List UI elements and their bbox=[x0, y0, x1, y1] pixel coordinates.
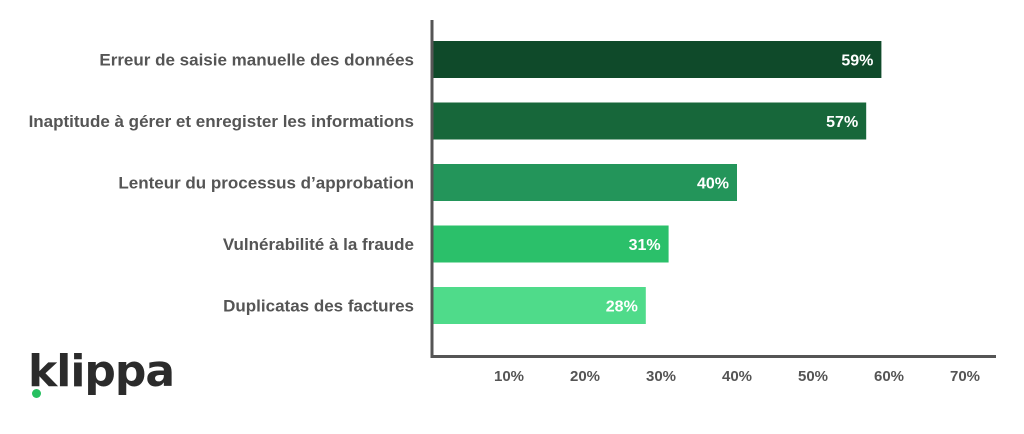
value-label-vulnerabilite-a-la-fraude: 31% bbox=[629, 237, 661, 254]
x-tick-label-30: 30% bbox=[646, 368, 676, 385]
bar-erreur-de-saisie-manuelle-des-donnees bbox=[433, 41, 882, 78]
x-tick-label-50: 50% bbox=[798, 368, 828, 385]
x-tick-label-10: 10% bbox=[494, 368, 524, 385]
value-label-erreur-de-saisie-manuelle-des-donnees: 59% bbox=[841, 53, 873, 70]
category-label-vulnerabilite-a-la-fraude: Vulnérabilité à la fraude bbox=[223, 235, 414, 254]
bar-inaptitude-a-gerer-et-enregister-les-informations bbox=[433, 102, 867, 140]
category-label-lenteur-du-processus-d-approbation: Lenteur du processus d’approbation bbox=[118, 174, 414, 193]
value-label-lenteur-du-processus-d-approbation: 40% bbox=[697, 176, 729, 193]
x-tick-labels-group: 10% 20% 30% 40% 50% 60% 70% bbox=[494, 368, 980, 385]
x-tick-label-70: 70% bbox=[950, 368, 980, 385]
category-labels-group: Erreur de saisie manuelle des données Ina… bbox=[29, 51, 414, 316]
brand-logo: klippa bbox=[28, 346, 175, 397]
category-label-duplicatas-des-factures: Duplicatas des factures bbox=[223, 297, 414, 316]
brand-logo-dot bbox=[32, 389, 41, 398]
bar-lenteur-du-processus-d-approbation bbox=[433, 164, 737, 201]
value-label-inaptitude-a-gerer-et-enregister-les-informations: 57% bbox=[826, 114, 858, 131]
category-label-inaptitude-a-gerer-et-enregister-les-informations: Inaptitude à gérer et enregister les inf… bbox=[29, 112, 414, 131]
value-label-duplicatas-des-factures: 28% bbox=[606, 299, 638, 316]
x-tick-label-60: 60% bbox=[874, 368, 904, 385]
value-labels-group: 59% 57% 40% 31% 28% bbox=[606, 53, 874, 316]
bar-duplicatas-des-factures bbox=[433, 287, 646, 324]
x-tick-label-20: 20% bbox=[570, 368, 600, 385]
category-label-erreur-de-saisie-manuelle-des-donnees: Erreur de saisie manuelle des données bbox=[99, 51, 414, 70]
bars-group bbox=[433, 41, 882, 324]
x-tick-label-40: 40% bbox=[722, 368, 752, 385]
bar-vulnerabilite-a-la-fraude bbox=[433, 225, 669, 263]
